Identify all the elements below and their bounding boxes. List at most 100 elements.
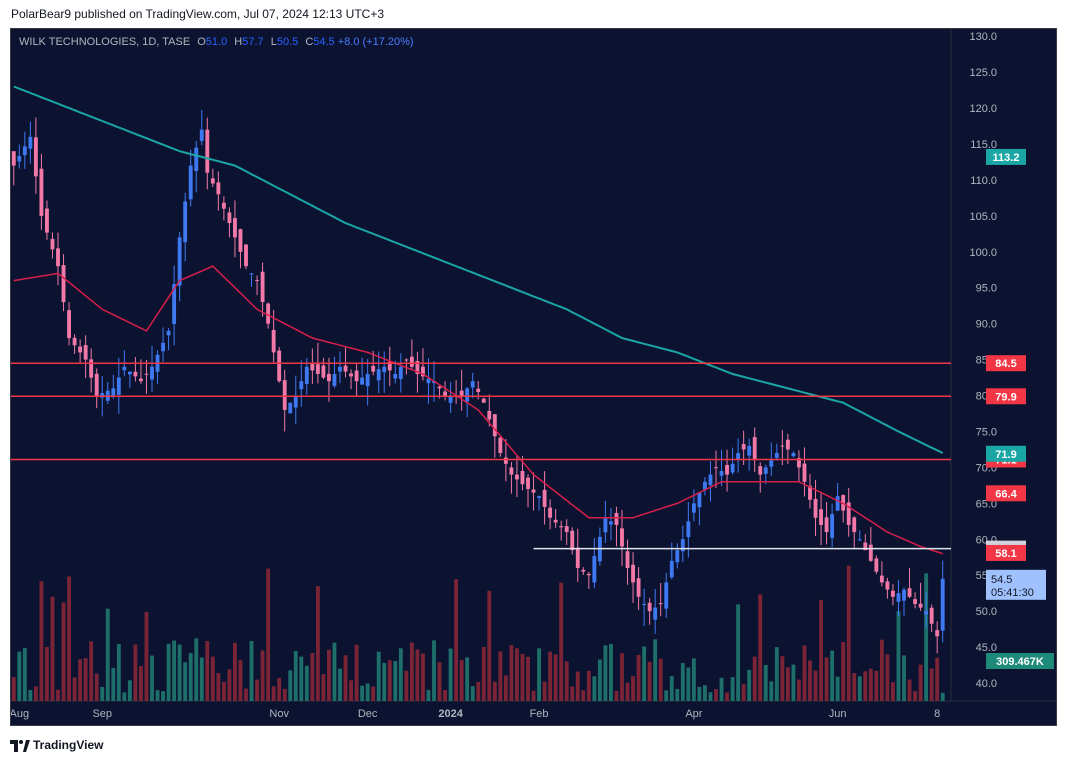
candle-body [216,182,221,195]
volume-bar [116,644,121,701]
candle-body [526,477,530,489]
candle [808,473,812,509]
candle [227,207,232,238]
candle-body [67,310,71,339]
volume-bar [210,656,215,701]
candle [454,380,459,404]
volume-bar [791,664,796,701]
publisher-text: PolarBear9 published on TradingView.com,… [11,7,385,21]
candle [841,494,846,523]
candle [105,381,110,405]
volume-bar [404,670,409,701]
candle-body [89,359,94,378]
chart-frame[interactable]: 130.0 125.0 120.0 115.0 110.0 105.0 100.0 95.0 9… [10,28,1057,726]
volume-bar [354,644,359,701]
candle [249,273,254,287]
x-tick-label: Apr [685,708,702,720]
candle [343,346,348,378]
candle [636,567,641,611]
volume-bar [288,670,293,701]
volume-bar [45,646,49,701]
volume-bar [282,688,287,701]
candle-body [260,271,265,303]
volume-bar [415,649,420,701]
volume-bar [443,689,447,701]
candle-body [487,410,492,420]
volume-bar [747,669,752,701]
candle-body [39,168,44,216]
candle [22,131,27,169]
low-label: L [270,36,277,48]
volume-bar [327,649,331,701]
candle [210,168,215,188]
volume-bar [896,611,901,701]
y-tick-label: 120.0 [969,103,997,115]
candle-body [349,373,353,377]
volume-bar [393,661,398,701]
candle-body [122,366,127,371]
ma-price-tag: 71.9 [986,445,1026,462]
candle [907,567,912,599]
volume-bar [260,650,265,701]
volume-bar [371,686,376,701]
candle [548,499,553,530]
volume-bar [227,669,232,701]
candles [11,109,945,654]
candle-body [940,578,945,631]
candle-body [33,137,38,177]
candle [791,451,796,458]
candle [586,571,591,589]
candle [387,346,392,387]
volume-bar [609,643,613,701]
volume-bar [459,659,464,701]
candle [282,369,287,432]
candle [929,604,934,633]
x-tick-label: 8 [934,708,940,720]
candle-body [172,284,177,324]
volume-bar [476,681,481,701]
candle-body [56,248,60,267]
volume-bar [819,599,823,701]
volume-bar [338,668,342,701]
candle [376,351,381,394]
symbol-label: WILK TECHNOLOGIES, 1D, TASE [19,36,191,48]
candle-body [332,373,337,386]
candle-body [808,485,812,500]
volume-bar [387,660,392,701]
candle [592,537,597,589]
volume-bars [11,565,945,701]
candle-body [354,370,359,382]
ma-price-tag: 58.1 [986,544,1026,561]
volume-bar [658,658,663,701]
volume-bar [924,573,929,701]
candle [393,360,398,384]
volume-bar [205,640,210,701]
candle-body [509,467,514,475]
candle [155,350,160,384]
candle [835,482,840,511]
candle [664,572,669,618]
candle-body [763,467,768,474]
ma-price-tag: 66.4 [986,485,1026,502]
candle-body [891,590,895,597]
volume-bar [725,692,729,701]
ma-price-tag-text: 113.2 [993,152,1020,164]
candle-body [238,229,243,252]
volume-bar [100,686,105,701]
candle-body [382,366,387,373]
candle [481,397,486,403]
candle [78,339,83,364]
candle [653,588,658,634]
volume-bar [238,659,243,701]
x-tick-label: Nov [269,708,289,720]
price-chart[interactable]: 130.0 125.0 120.0 115.0 110.0 105.0 100.0 95.0 9… [11,29,1056,725]
candle-body [929,607,934,624]
volume-bar [564,661,569,701]
candle-body [177,237,182,286]
volume-bar [841,641,846,701]
y-tick-label: 45.0 [976,642,997,654]
candle [365,359,370,406]
x-tick-label: 2024 [438,708,463,720]
volume-bar [769,681,774,701]
volume-bar [470,686,475,701]
